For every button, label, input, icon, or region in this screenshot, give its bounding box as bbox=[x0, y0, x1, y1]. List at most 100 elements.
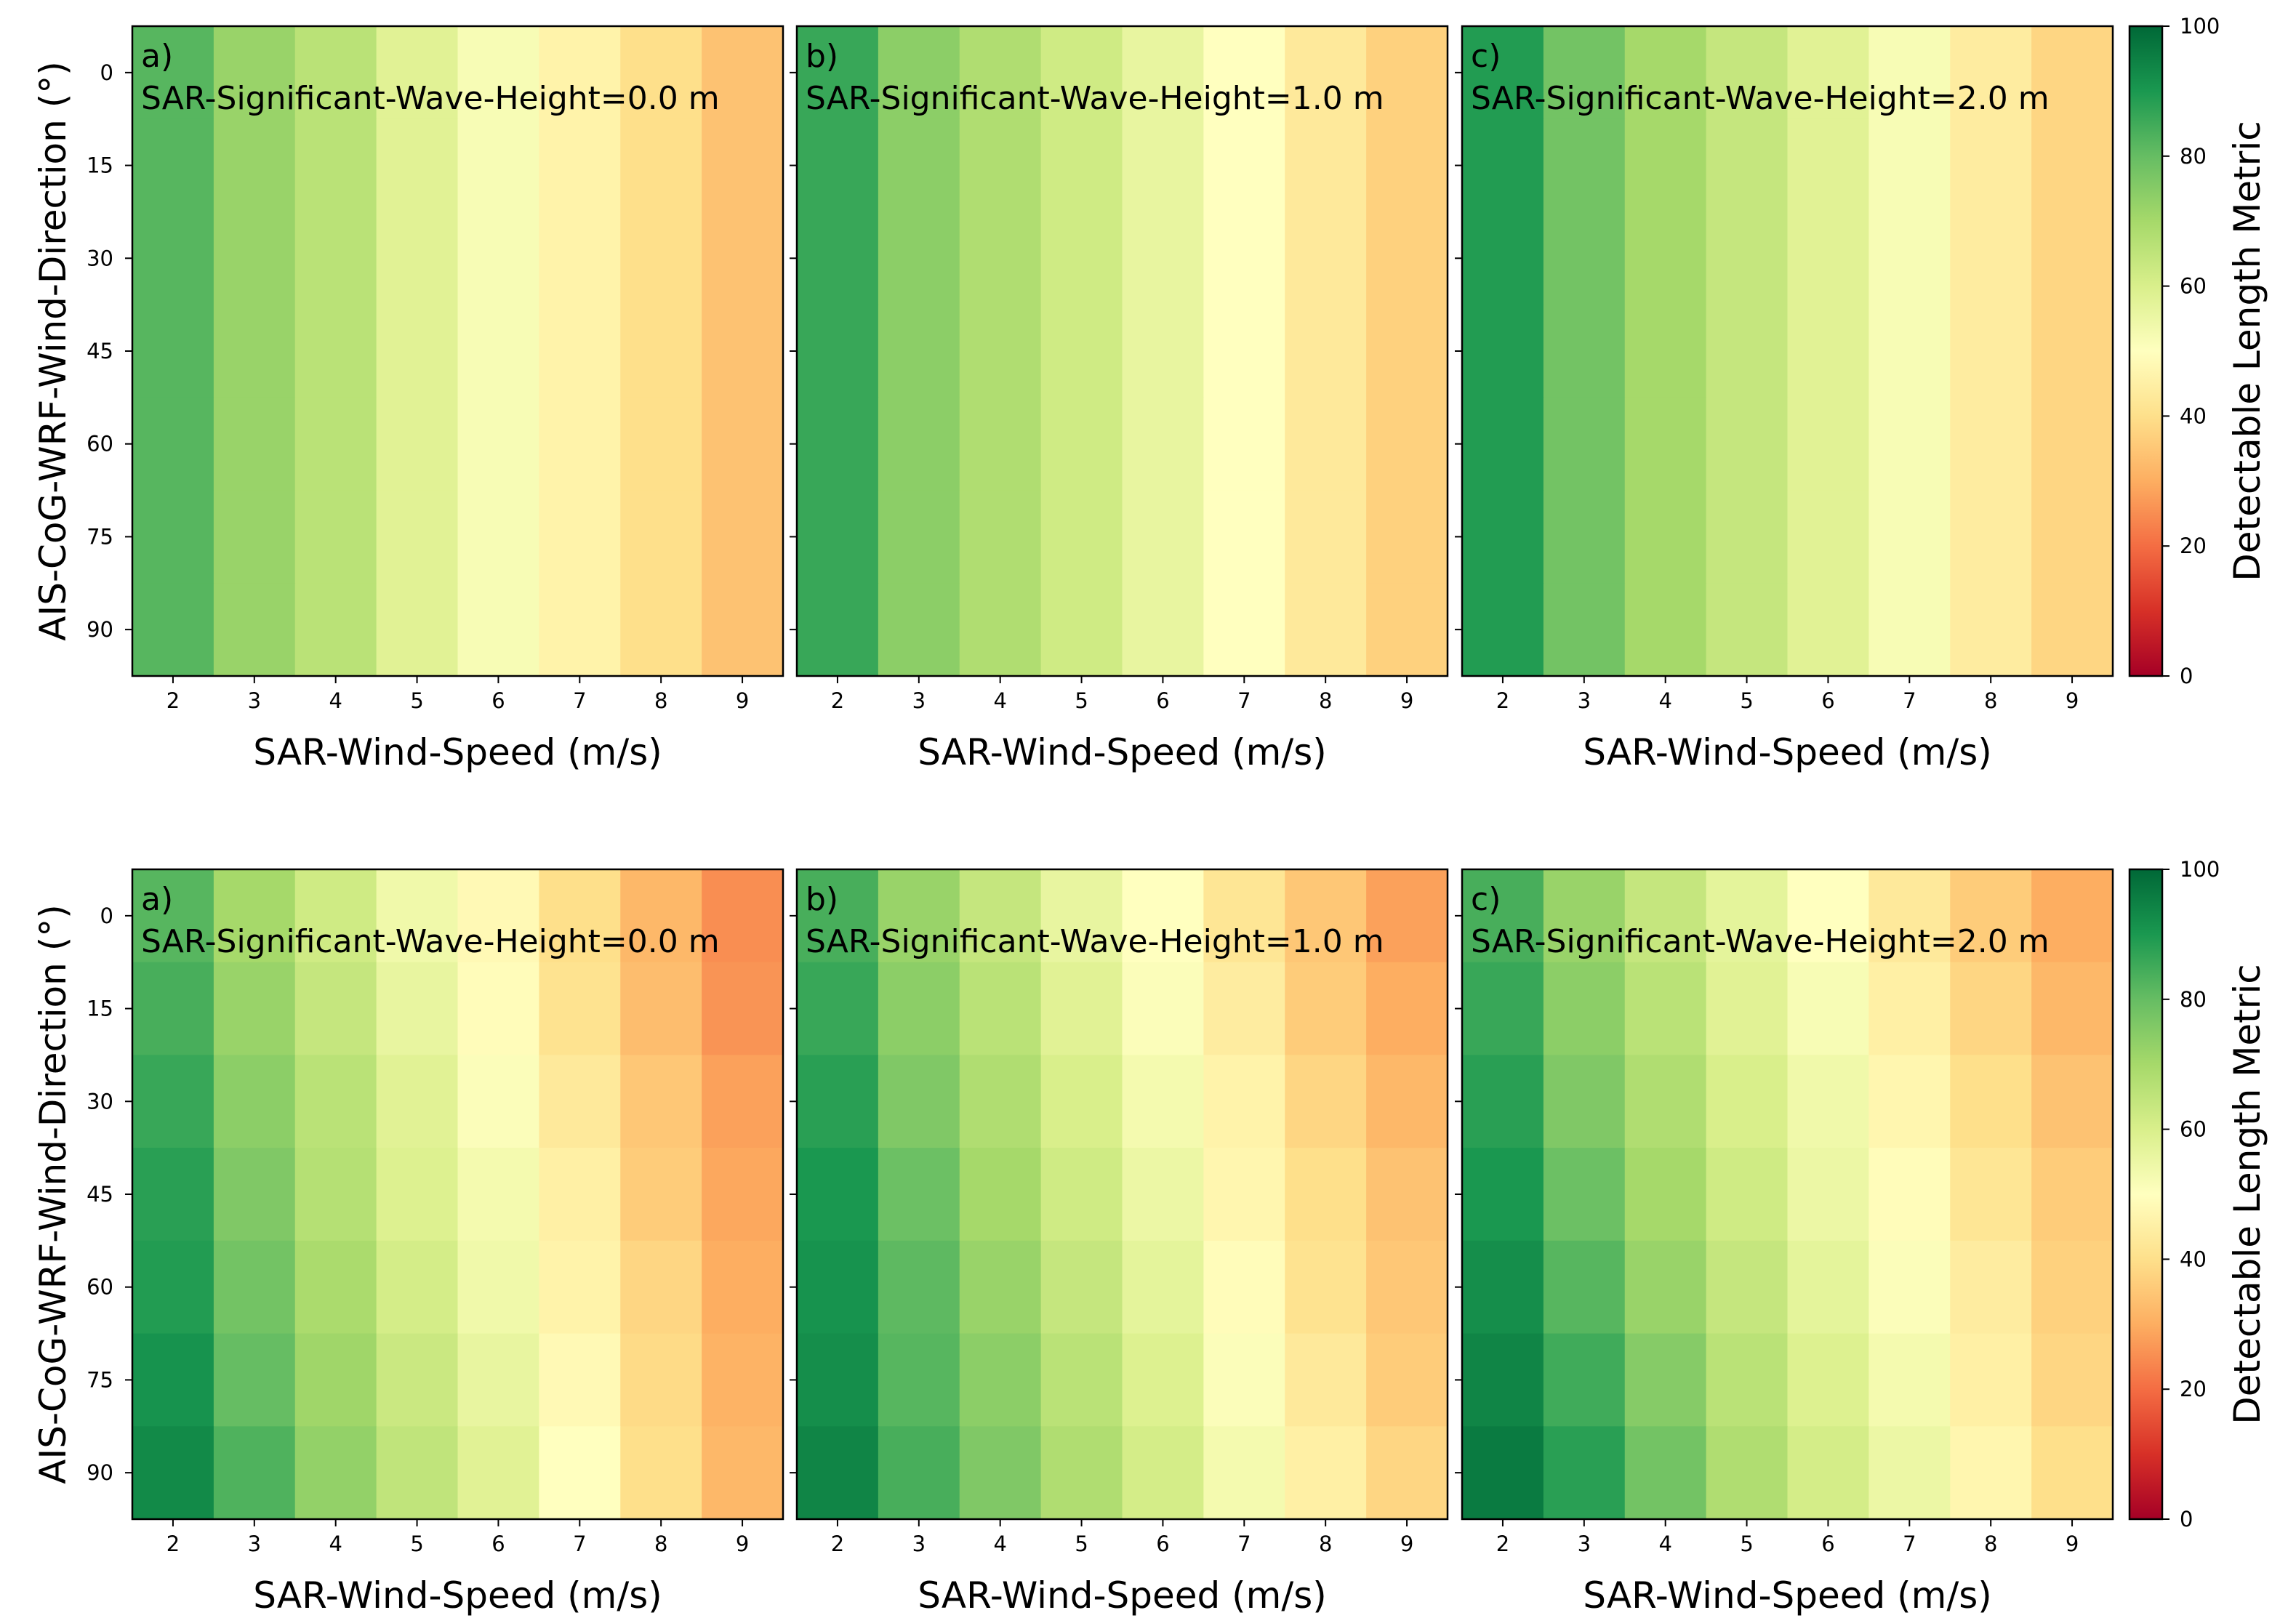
heatmap-cell bbox=[1366, 1055, 1448, 1148]
heatmap-cell bbox=[294, 1333, 377, 1427]
heatmap-cell bbox=[878, 305, 960, 398]
heatmap-cell bbox=[213, 1148, 296, 1241]
heatmap-cell bbox=[132, 118, 214, 213]
heatmap-cell bbox=[1203, 1240, 1285, 1335]
heatmap-cell bbox=[1868, 26, 1951, 120]
heatmap-cell bbox=[1285, 1240, 1367, 1335]
heatmap-cell bbox=[539, 305, 621, 398]
x-tick-label: 9 bbox=[2066, 1532, 2079, 1556]
heatmap-cell bbox=[1868, 490, 1951, 584]
x-tick-label: 8 bbox=[1984, 1532, 1997, 1556]
heatmap-cell bbox=[213, 1426, 296, 1520]
heatmap-cell bbox=[1543, 305, 1626, 398]
heatmap-cell bbox=[457, 118, 539, 213]
heatmap-cell bbox=[702, 1055, 784, 1148]
x-tick-label: 2 bbox=[831, 688, 844, 713]
heatmap-cell bbox=[620, 26, 702, 120]
heatmap-cell bbox=[1624, 583, 1707, 677]
heatmap-cell bbox=[1950, 397, 2032, 491]
x-tick-label: 3 bbox=[912, 1532, 926, 1556]
heatmap-cell bbox=[2031, 397, 2114, 491]
heatmap-cell bbox=[1203, 1055, 1285, 1148]
x-tick-label: 7 bbox=[1237, 688, 1251, 713]
heatmap-cell bbox=[1122, 1240, 1204, 1335]
heatmap-cell bbox=[1462, 1426, 1544, 1520]
heatmap-cell bbox=[457, 212, 539, 305]
heatmap-cell bbox=[1706, 305, 1789, 398]
x-tick-label: 3 bbox=[248, 1532, 261, 1556]
heatmap-cell bbox=[1706, 1426, 1789, 1520]
x-tick-label: 8 bbox=[1984, 688, 1997, 713]
heatmap-cell bbox=[1543, 1426, 1626, 1520]
heatmap-cell bbox=[2031, 26, 2114, 120]
heatmap-cell bbox=[2031, 869, 2114, 963]
heatmap-cell bbox=[1868, 1426, 1951, 1520]
heatmap-cell bbox=[1462, 869, 1544, 963]
x-tick-label: 2 bbox=[166, 688, 180, 713]
heatmap-cell bbox=[620, 1148, 702, 1241]
heatmap-cell bbox=[539, 490, 621, 584]
heatmap-cell bbox=[1950, 869, 2032, 963]
colorbar-tick-label: 20 bbox=[2180, 1377, 2207, 1401]
heatmap-cell bbox=[294, 583, 377, 677]
heatmap-cell bbox=[1706, 118, 1789, 213]
heatmap-cell bbox=[1950, 1333, 2032, 1427]
heatmap-cell bbox=[959, 397, 1042, 491]
heatmap-cell bbox=[376, 1148, 459, 1241]
y-tick-label: 60 bbox=[87, 432, 113, 456]
heatmap-cell bbox=[294, 1148, 377, 1241]
heatmap-cell bbox=[1543, 1240, 1626, 1335]
x-tick-label: 8 bbox=[1319, 688, 1332, 713]
heatmap-cell bbox=[1122, 212, 1204, 305]
heatmap-cell bbox=[1040, 1148, 1123, 1241]
heatmap-cell bbox=[1285, 1055, 1367, 1148]
heatmap-cell bbox=[797, 1240, 879, 1335]
heatmap-cell bbox=[959, 583, 1042, 677]
heatmap-cell bbox=[457, 583, 539, 677]
y-tick-label: 0 bbox=[100, 60, 113, 85]
heatmap-cell bbox=[132, 26, 214, 120]
heatmap-cell bbox=[1122, 962, 1204, 1056]
heatmap-cell bbox=[213, 1333, 296, 1427]
colorbar-tick-label: 0 bbox=[2180, 1507, 2193, 1532]
heatmap-cell bbox=[702, 212, 784, 305]
panel-label: c) bbox=[1471, 881, 1501, 918]
heatmap-cell bbox=[702, 305, 784, 398]
heatmap-cell bbox=[213, 869, 296, 963]
heatmap-cell bbox=[620, 1333, 702, 1427]
heatmap-cell bbox=[294, 490, 377, 584]
x-tick-label: 5 bbox=[1740, 1532, 1753, 1556]
heatmap-cell bbox=[2031, 1426, 2114, 1520]
heatmap-cell bbox=[1122, 1055, 1204, 1148]
heatmap-panel: 2 3 4 5 6 7 8 90153045607590a)SAR-Significant-W… bbox=[32, 868, 784, 1617]
x-tick-label: 2 bbox=[831, 1532, 844, 1556]
heatmap-cell bbox=[1868, 397, 1951, 491]
x-tick-label: 5 bbox=[1740, 688, 1753, 713]
heatmap-cell bbox=[1543, 26, 1626, 120]
heatmap-cell bbox=[132, 1148, 214, 1241]
heatmap-cell bbox=[1122, 869, 1204, 963]
heatmap-cell bbox=[1462, 1333, 1544, 1427]
heatmap-cell bbox=[959, 962, 1042, 1056]
heatmap-cell bbox=[1624, 1426, 1707, 1520]
panel-label: a) bbox=[141, 38, 173, 75]
heatmap-cell bbox=[878, 962, 960, 1056]
heatmap-cell bbox=[1462, 26, 1544, 120]
heatmap-cell bbox=[1706, 962, 1789, 1056]
heatmap-cell bbox=[1366, 397, 1448, 491]
panel-title: SAR-Significant-Wave-Height=0.0 m bbox=[141, 923, 720, 960]
heatmap-cell bbox=[959, 26, 1042, 120]
heatmap-cell bbox=[1787, 583, 1869, 677]
y-tick-label: 0 bbox=[100, 903, 113, 928]
x-tick-label: 4 bbox=[329, 1532, 342, 1556]
x-tick-label: 3 bbox=[248, 688, 261, 713]
colorbar: 0 20 40 60 80 100 Detectable Length Metric bbox=[2128, 857, 2268, 1532]
x-axis-label: SAR-Wind-Speed (m/s) bbox=[918, 1574, 1327, 1617]
panel-label: b) bbox=[806, 881, 838, 918]
heatmap-cell bbox=[539, 962, 621, 1056]
heatmap-cell bbox=[1706, 1240, 1789, 1335]
heatmap-cell bbox=[878, 1426, 960, 1520]
heatmap-cell bbox=[878, 397, 960, 491]
heatmap-cell bbox=[797, 1148, 879, 1241]
y-tick-label: 45 bbox=[87, 1182, 113, 1207]
